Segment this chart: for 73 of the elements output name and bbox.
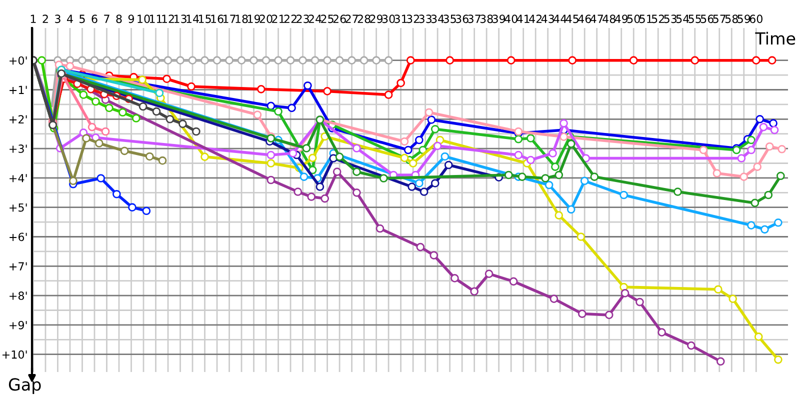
x-tick-label: 35 (444, 14, 456, 24)
y-tick-label: +9' (10, 320, 27, 330)
x-tick-label: 37 (468, 14, 480, 24)
x-tick-label: 39 (492, 14, 506, 24)
x-tick-label: 57 (713, 14, 726, 24)
x-tick-label: 6 (92, 14, 98, 24)
y-axis-title: Gap (8, 378, 41, 394)
y-tick-label: +7' (10, 262, 27, 270)
x-tick-label: 48 (602, 14, 616, 24)
y-tick-label: +3' (10, 144, 27, 153)
x-tick-label: 7 (104, 14, 110, 23)
x-tick-label: 31 (394, 14, 407, 24)
x-tick-label: 43 (541, 14, 554, 24)
x-tick-label: 16 (211, 14, 224, 24)
x-tick-label: 29 (370, 14, 383, 24)
x-tick-label: 34 (431, 14, 444, 24)
x-tick-label: 12 (162, 14, 174, 23)
x-tick-label: 47 (590, 14, 603, 23)
x-tick-label: 25 (321, 14, 334, 24)
x-tick-label: 28 (358, 14, 370, 24)
y-tick-label: +0' (10, 56, 27, 65)
x-tick-label: 58 (725, 14, 738, 24)
x-tick-label: 53 (664, 14, 677, 24)
x-tick-label: 15 (198, 14, 211, 24)
y-tick-label: +1' (10, 86, 27, 94)
x-tick-label: 44 (554, 14, 567, 23)
x-tick-label: 56 (700, 14, 714, 24)
x-tick-label: 45 (566, 14, 578, 24)
x-axis-title: Time (755, 32, 796, 45)
x-tick-label: 9 (128, 14, 134, 24)
x-tick-label: 4 (66, 14, 73, 23)
x-tick-label: 21 (272, 14, 284, 23)
x-tick-label: 49 (614, 14, 628, 24)
x-tick-label: 3 (55, 14, 60, 24)
x-tick-label: 42 (529, 14, 542, 23)
x-tick-label: 10 (138, 14, 150, 24)
x-tick-label: 41 (516, 14, 530, 23)
x-tick-label: 19 (248, 14, 260, 24)
y-tick-label: +6' (10, 232, 27, 242)
y-tick-label: +10' (2, 350, 27, 359)
x-tick-label: 36 (456, 14, 468, 24)
x-tick-label: 40 (504, 14, 518, 24)
x-tick-label: 26 (333, 14, 346, 24)
x-tick-label: 24 (308, 14, 322, 23)
x-tick-label: 20 (260, 14, 272, 24)
x-tick-label: 1 (30, 14, 36, 23)
x-tick-label: 52 (652, 14, 664, 24)
y-tick-label: +2' (10, 115, 27, 124)
x-tick-label: 51 (640, 14, 652, 24)
x-tick-label: 27 (346, 14, 358, 23)
x-tick-label: 60 (750, 14, 762, 24)
x-tick-label: 54 (676, 14, 690, 24)
y-tick-label: +8' (10, 292, 27, 300)
x-tick-label: 8 (116, 14, 122, 24)
x-tick-label: 30 (382, 14, 395, 24)
x-tick-label: 22 (284, 14, 296, 23)
x-tick-label: 2 (42, 14, 48, 23)
x-tick-label: 38 (480, 14, 493, 24)
x-tick-label: 5 (80, 14, 85, 24)
x-tick-label: 50 (627, 14, 640, 24)
x-tick-label: 59 (738, 14, 750, 24)
x-tick-label: 46 (578, 14, 591, 24)
x-tick-label: 32 (406, 14, 420, 24)
x-tick-label: 14 (186, 14, 199, 23)
y-tick-label: +5' (10, 203, 27, 212)
x-tick-label: 17 (223, 14, 236, 23)
x-tick-label: 13 (174, 14, 186, 24)
x-tick-label: 11 (150, 14, 162, 23)
x-tick-label: 18 (236, 14, 248, 24)
x-tick-label: 33 (419, 14, 432, 24)
y-tick-label: +4' (10, 174, 27, 182)
x-tick-label: 23 (296, 14, 309, 24)
x-tick-label: 55 (688, 14, 701, 24)
